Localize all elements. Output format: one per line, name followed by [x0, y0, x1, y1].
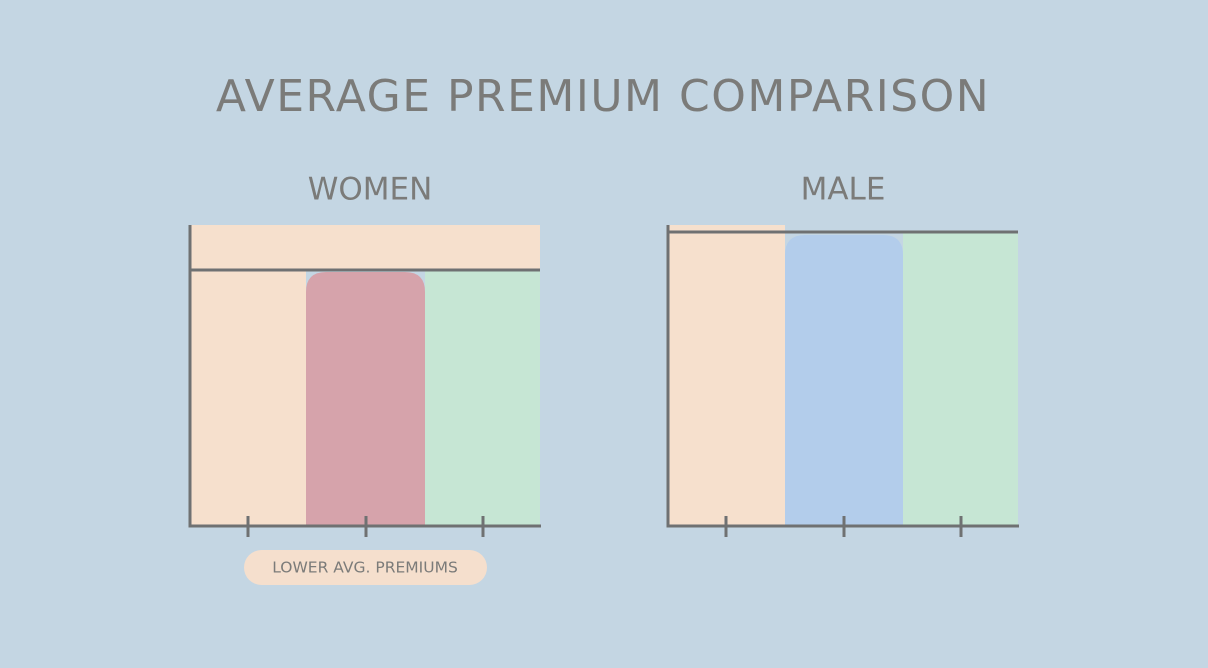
column — [669, 225, 785, 526]
women-panel: WOMEN LOWER AVG. PREMIUMS — [188, 172, 541, 585]
column — [191, 270, 306, 526]
axis — [666, 225, 1019, 528]
title: AVERAGE PREMIUM COMPARISON — [216, 71, 990, 122]
male-panel: MALE — [666, 172, 1019, 537]
bar — [785, 235, 903, 526]
badge — [244, 550, 487, 585]
panel-label: WOMEN — [308, 172, 433, 208]
badge-text: LOWER AVG. PREMIUMS — [272, 559, 458, 577]
column — [425, 270, 540, 526]
top-band — [191, 225, 540, 270]
axis — [188, 225, 541, 528]
bar — [306, 272, 425, 526]
column — [903, 232, 1018, 526]
panel-label: MALE — [801, 172, 886, 208]
